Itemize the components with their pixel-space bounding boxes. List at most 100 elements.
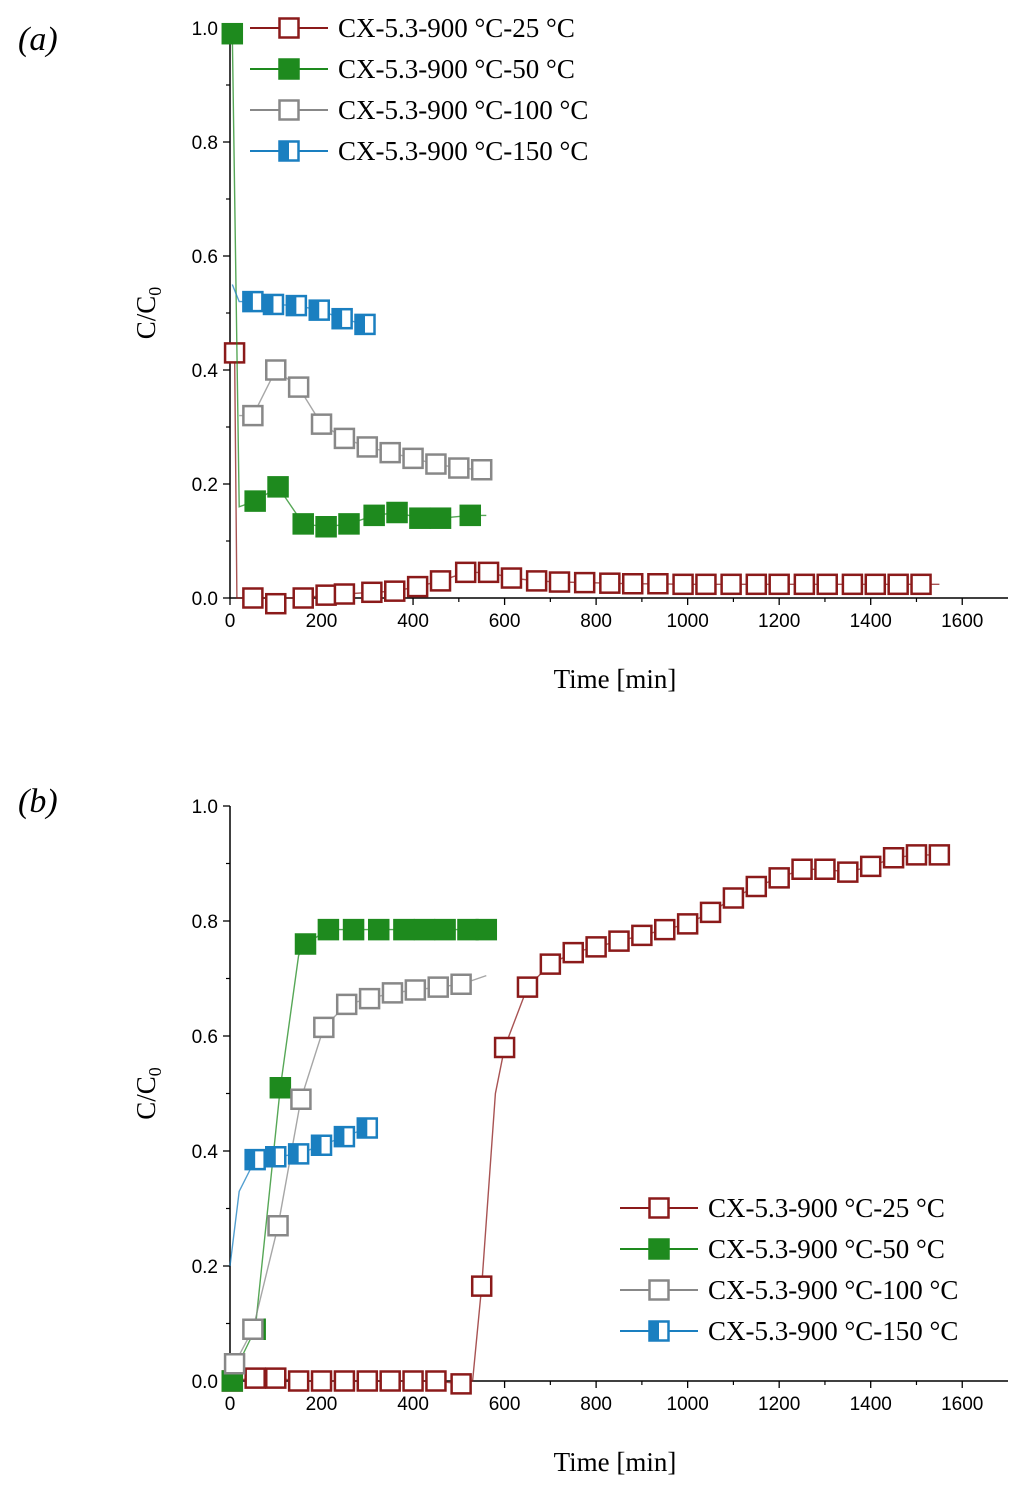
- data-point: [317, 918, 340, 941]
- panel-b: 0 200 400 600 800 1000 1200 1400 1600 0.0 0.2 0.4 0.…: [18, 783, 1008, 1477]
- data-point: [816, 573, 838, 596]
- panel-a: 0 200 400 600 800 1000 1200 1400 1600 0.0 0.2 0.4 0.…: [18, 13, 1008, 694]
- x-tick-label: 1000: [667, 1394, 709, 1415]
- data-point: [262, 293, 285, 316]
- data-point: [331, 307, 353, 330]
- data-point: [548, 571, 571, 593]
- data-point: [450, 1373, 472, 1395]
- data-point: [315, 584, 337, 606]
- y-axis-label: C/C0: [131, 1067, 165, 1120]
- data-point: [242, 290, 264, 313]
- data-point: [599, 572, 621, 594]
- data-point: [608, 930, 630, 952]
- data-point: [768, 573, 790, 596]
- data-point: [290, 1088, 312, 1110]
- data-point: [221, 22, 244, 45]
- data-point: [837, 861, 859, 883]
- legend-marker: [278, 58, 300, 80]
- y-tick-label: 0.2: [192, 1257, 218, 1278]
- data-point: [425, 1370, 447, 1392]
- x-tick-label: 1400: [850, 611, 892, 632]
- series-3: [229, 1117, 379, 1267]
- data-point: [267, 476, 289, 498]
- legend-entry: CX-5.3-900 °C-100 °C: [620, 1275, 958, 1305]
- data-point: [292, 587, 314, 609]
- data-point: [585, 936, 607, 958]
- data-point: [910, 573, 932, 596]
- x-tick-label: 800: [580, 611, 612, 632]
- data-point: [265, 359, 287, 381]
- legend-label: CX-5.3-900 °C-25 °C: [338, 13, 575, 43]
- data-point: [768, 867, 790, 889]
- data-point: [699, 901, 722, 924]
- data-point: [223, 1353, 246, 1375]
- x-tick-label: 0: [225, 1394, 236, 1415]
- data-point: [244, 1148, 266, 1171]
- data-point: [402, 1370, 424, 1392]
- legend-entry: CX-5.3-900 °C-150 °C: [250, 136, 588, 166]
- data-point: [379, 441, 401, 464]
- data-point: [308, 299, 330, 321]
- legend-entry: CX-5.3-900 °C-50 °C: [250, 54, 575, 84]
- y-tick-label: 0.8: [192, 133, 218, 154]
- x-tick-label: 600: [489, 1394, 521, 1415]
- data-point: [310, 413, 333, 435]
- y-tick-label: 0.0: [192, 1372, 218, 1393]
- legend-entry: CX-5.3-900 °C-100 °C: [250, 95, 588, 125]
- panel-label: (a): [18, 21, 58, 58]
- data-point: [338, 513, 360, 535]
- data-point: [859, 855, 882, 878]
- series-line: [229, 350, 940, 599]
- data-point: [791, 858, 813, 880]
- legend-marker: [648, 1197, 670, 1219]
- data-point: [425, 453, 447, 475]
- data-point: [315, 516, 337, 538]
- data-point: [402, 447, 424, 470]
- x-tick-label: 1200: [758, 611, 800, 632]
- data-point: [287, 1143, 310, 1165]
- data-point: [434, 918, 456, 941]
- panel-label: (b): [18, 783, 58, 820]
- data-point: [470, 459, 493, 481]
- data-point: [621, 573, 644, 595]
- legend-label: CX-5.3-900 °C-100 °C: [708, 1275, 958, 1305]
- legend-label: CX-5.3-900 °C-50 °C: [338, 54, 575, 84]
- data-point: [905, 844, 928, 866]
- data-point: [500, 567, 523, 589]
- y-tick-label: 1.0: [192, 19, 218, 40]
- data-point: [379, 1370, 401, 1392]
- data-point: [573, 571, 596, 594]
- data-point: [457, 918, 479, 941]
- y-tick-label: 0.4: [192, 1142, 219, 1163]
- data-point: [409, 507, 431, 529]
- data-point: [287, 1370, 310, 1392]
- x-tick-label: 800: [580, 1394, 612, 1415]
- data-point: [745, 573, 768, 596]
- data-point: [525, 570, 548, 592]
- data-point: [292, 513, 314, 535]
- data-point: [242, 404, 264, 427]
- legend-marker: [648, 1238, 670, 1260]
- data-point: [242, 587, 264, 609]
- legend-label: CX-5.3-900 °C-150 °C: [708, 1316, 958, 1346]
- x-tick-label: 0: [225, 611, 236, 632]
- data-point: [335, 993, 358, 1016]
- data-point: [493, 1036, 516, 1059]
- data-point: [722, 887, 745, 909]
- legend-marker: [278, 17, 300, 39]
- legend: CX-5.3-900 °C-25 °C CX-5.3-900 °C-50 °C CX…: [250, 13, 588, 166]
- data-point: [427, 976, 449, 998]
- x-axis-label: Time [min]: [554, 664, 677, 694]
- data-point: [720, 573, 742, 596]
- legend-entry: CX-5.3-900 °C-25 °C: [250, 13, 575, 43]
- legend-marker: [648, 1279, 670, 1301]
- data-point: [333, 427, 356, 450]
- data-point: [242, 1318, 264, 1340]
- y-tick-label: 0.6: [192, 247, 218, 268]
- data-point: [381, 982, 404, 1004]
- data-point: [361, 581, 383, 604]
- x-tick-label: 400: [397, 1394, 429, 1415]
- data-point: [672, 573, 694, 596]
- legend-label: CX-5.3-900 °C-150 °C: [338, 136, 588, 166]
- data-point: [882, 847, 905, 869]
